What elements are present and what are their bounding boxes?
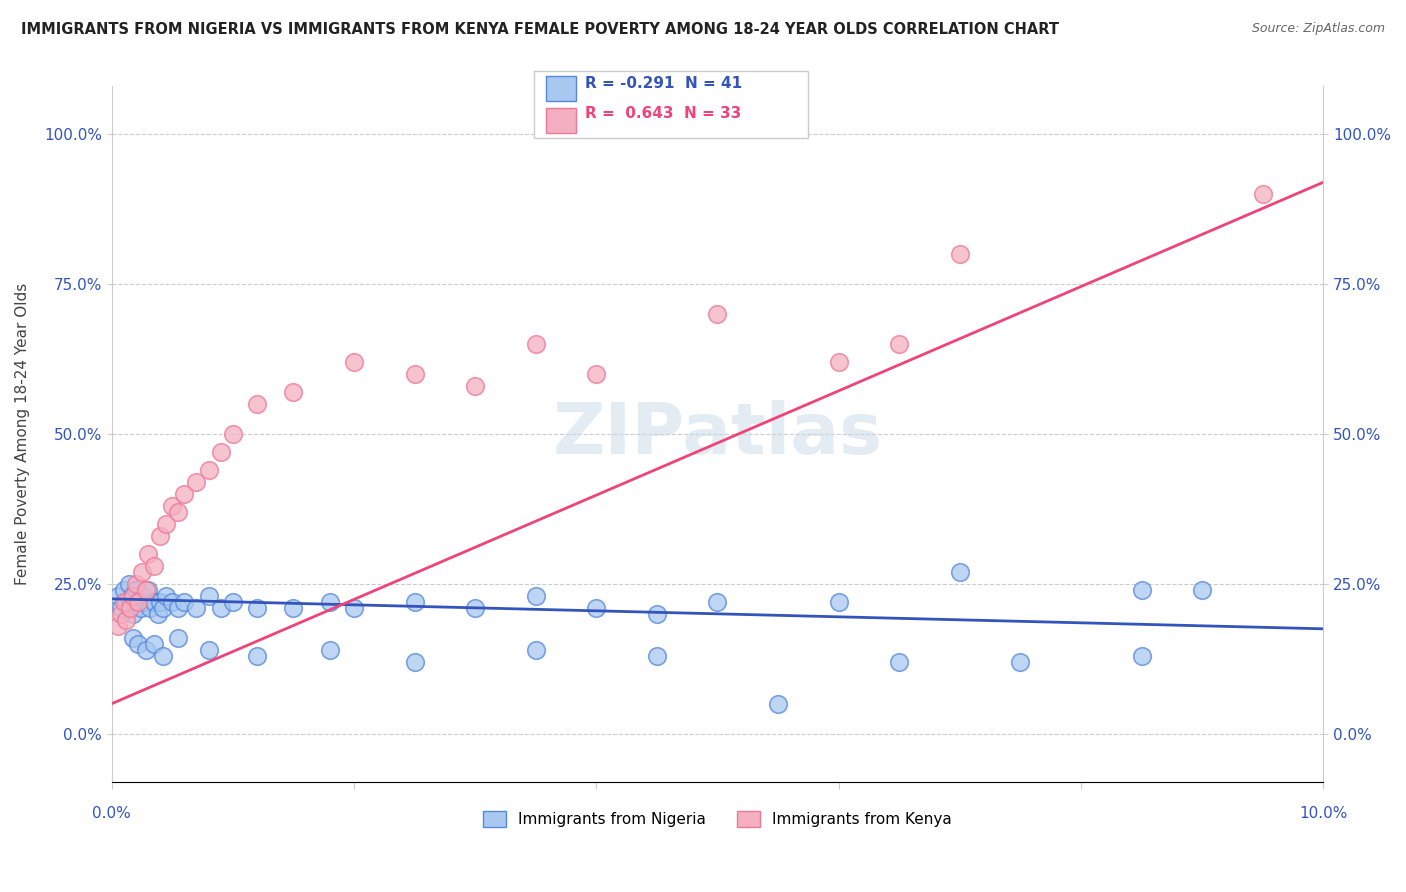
Point xyxy=(112,582,135,597)
Point xyxy=(524,337,547,351)
Point xyxy=(143,595,166,609)
Point xyxy=(107,619,129,633)
Point xyxy=(827,355,849,369)
Point xyxy=(152,600,174,615)
Point xyxy=(125,577,148,591)
Point xyxy=(283,385,305,400)
Text: IMMIGRANTS FROM NIGERIA VS IMMIGRANTS FROM KENYA FEMALE POVERTY AMONG 18-24 YEAR: IMMIGRANTS FROM NIGERIA VS IMMIGRANTS FR… xyxy=(21,22,1059,37)
Point xyxy=(110,607,132,621)
Point xyxy=(149,529,172,543)
Text: ZIPatlas: ZIPatlas xyxy=(553,400,883,468)
Point xyxy=(343,600,366,615)
Point xyxy=(167,505,190,519)
Text: R = -0.291  N = 41: R = -0.291 N = 41 xyxy=(585,76,742,91)
Point xyxy=(197,589,219,603)
Point xyxy=(122,631,145,645)
Point xyxy=(404,595,426,609)
Point xyxy=(122,607,145,621)
Point xyxy=(127,637,149,651)
Point xyxy=(246,397,269,411)
Point xyxy=(132,589,155,603)
Point xyxy=(143,558,166,573)
Point xyxy=(167,631,190,645)
Point xyxy=(152,648,174,663)
Point xyxy=(127,595,149,609)
Point xyxy=(167,600,190,615)
Point xyxy=(115,613,138,627)
Point xyxy=(139,600,162,615)
Point xyxy=(827,595,849,609)
Point xyxy=(136,582,159,597)
Point xyxy=(115,595,138,609)
Point xyxy=(246,600,269,615)
Point xyxy=(146,607,169,621)
Point xyxy=(160,595,183,609)
Point xyxy=(125,582,148,597)
Y-axis label: Female Poverty Among 18-24 Year Olds: Female Poverty Among 18-24 Year Olds xyxy=(15,283,30,585)
Point xyxy=(143,637,166,651)
Point xyxy=(319,595,342,609)
Point xyxy=(706,307,728,321)
Point xyxy=(222,427,245,442)
Point xyxy=(135,642,157,657)
Point xyxy=(404,655,426,669)
Point xyxy=(197,463,219,477)
Point xyxy=(209,445,232,459)
Point xyxy=(131,565,153,579)
Point xyxy=(155,589,177,603)
Point xyxy=(319,642,342,657)
Point xyxy=(706,595,728,609)
Text: 0.0%: 0.0% xyxy=(93,805,131,821)
Point xyxy=(889,655,911,669)
Point xyxy=(155,516,177,531)
Point xyxy=(122,589,145,603)
Point xyxy=(112,595,135,609)
Point xyxy=(186,475,208,489)
Point xyxy=(404,367,426,381)
Point xyxy=(645,607,668,621)
Point xyxy=(222,595,245,609)
Point xyxy=(121,589,143,603)
Point xyxy=(524,589,547,603)
Point xyxy=(585,367,607,381)
Point xyxy=(1130,648,1153,663)
Point xyxy=(889,337,911,351)
Point xyxy=(524,642,547,657)
Point xyxy=(246,648,269,663)
Point xyxy=(149,595,172,609)
Legend: Immigrants from Nigeria, Immigrants from Kenya: Immigrants from Nigeria, Immigrants from… xyxy=(477,805,957,833)
Point xyxy=(464,379,486,393)
Text: 10.0%: 10.0% xyxy=(1299,805,1347,821)
Point xyxy=(135,595,157,609)
Point xyxy=(766,697,789,711)
Point xyxy=(173,595,195,609)
Text: Source: ZipAtlas.com: Source: ZipAtlas.com xyxy=(1251,22,1385,36)
Text: R =  0.643  N = 33: R = 0.643 N = 33 xyxy=(585,106,741,121)
Point xyxy=(197,642,219,657)
Point xyxy=(117,577,139,591)
Point xyxy=(1191,582,1213,597)
Point xyxy=(107,589,129,603)
Point xyxy=(1251,187,1274,202)
Point xyxy=(343,355,366,369)
Point xyxy=(949,247,972,261)
Point xyxy=(283,600,305,615)
Point xyxy=(118,600,141,615)
Point xyxy=(645,648,668,663)
Point xyxy=(110,600,132,615)
Point xyxy=(160,499,183,513)
Point xyxy=(127,595,149,609)
Point xyxy=(118,595,141,609)
Point xyxy=(135,582,157,597)
Point xyxy=(186,600,208,615)
Point xyxy=(129,600,152,615)
Point xyxy=(173,487,195,501)
Point xyxy=(585,600,607,615)
Point xyxy=(209,600,232,615)
Point xyxy=(464,600,486,615)
Point xyxy=(949,565,972,579)
Point xyxy=(1130,582,1153,597)
Point xyxy=(1010,655,1032,669)
Point xyxy=(136,547,159,561)
